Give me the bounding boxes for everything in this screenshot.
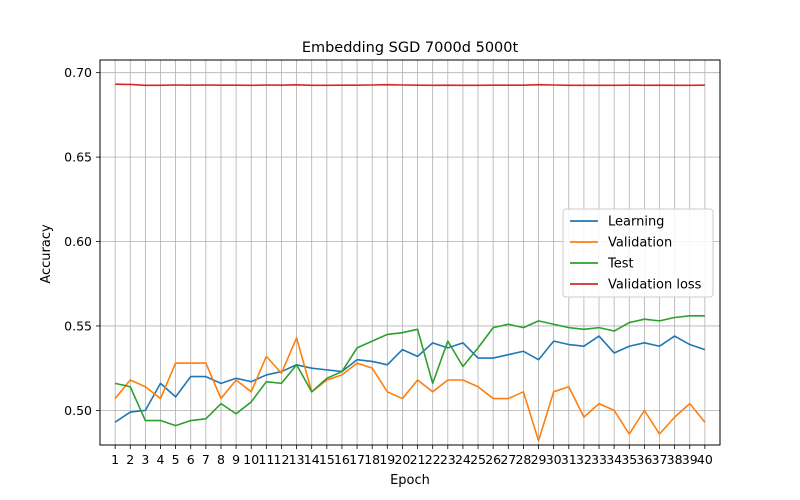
x-axis-ticks: 1 2 3 4 5 6 7 8 9 10 11 12 13 14 15 16 17 18 19 20 21 22 23 24 2… xyxy=(111,445,713,467)
x-tick-label: 32 xyxy=(576,452,592,467)
plot-frame xyxy=(99,59,721,446)
x-tick-label: 10 xyxy=(243,452,259,467)
x-tick-label: 33 xyxy=(591,452,607,467)
x-tick-label: 31 xyxy=(561,452,577,467)
x-tick-label: 16 xyxy=(334,452,350,467)
x-tick-label: 17 xyxy=(349,452,365,467)
x-tick-label: 23 xyxy=(440,452,456,467)
x-tick-label: 22 xyxy=(425,452,441,467)
x-tick-label: 40 xyxy=(697,452,713,467)
x-tick-label: 18 xyxy=(364,452,380,467)
legend: Learning Validation Test Validation loss xyxy=(562,208,714,298)
series-lines xyxy=(114,83,706,442)
x-tick-label: 35 xyxy=(621,452,637,467)
x-tick-label: 26 xyxy=(485,452,501,467)
x-tick-label: 30 xyxy=(546,452,562,467)
x-tick-label: 19 xyxy=(379,452,395,467)
x-tick-label: 34 xyxy=(606,452,622,467)
legend-box xyxy=(562,208,714,298)
x-tick-label: 20 xyxy=(394,452,410,467)
x-tick-label: 36 xyxy=(636,452,652,467)
x-tick-label: 28 xyxy=(515,452,531,467)
x-tick-label: 25 xyxy=(470,452,486,467)
x-tick-label: 38 xyxy=(667,452,683,467)
series-line-test xyxy=(114,315,705,427)
y-tick-label: 0.55 xyxy=(64,318,92,333)
y-tick-label: 0.65 xyxy=(64,150,92,165)
series-line-validation xyxy=(114,336,706,442)
x-tick-label: 1 xyxy=(111,452,119,467)
x-tick-label: 12 xyxy=(274,452,290,467)
x-tick-label: 13 xyxy=(289,452,305,467)
chart-title: Embedding SGD 7000d 5000t xyxy=(302,40,519,56)
y-tick-label: 0.60 xyxy=(64,234,92,249)
x-tick-label: 29 xyxy=(531,452,547,467)
x-tick-label: 3 xyxy=(141,452,149,467)
x-tick-label: 24 xyxy=(455,452,471,467)
series-line-validation-loss xyxy=(115,83,705,87)
x-tick-label: 4 xyxy=(157,452,165,467)
legend-label: Validation loss xyxy=(608,278,702,293)
x-tick-label: 6 xyxy=(187,452,195,467)
x-tick-label: 2 xyxy=(126,452,134,467)
x-tick-label: 27 xyxy=(500,452,516,467)
x-tick-label: 37 xyxy=(652,452,668,467)
x-tick-label: 5 xyxy=(172,452,180,467)
legend-label: Learning xyxy=(608,215,664,230)
x-tick-label: 7 xyxy=(202,452,210,467)
x-tick-label: 14 xyxy=(304,452,320,467)
legend-label: Validation xyxy=(608,236,672,251)
y-tick-label: 0.70 xyxy=(64,65,92,80)
legend-label: Test xyxy=(607,257,634,272)
x-axis-label: Epoch xyxy=(390,473,430,488)
x-tick-label: 8 xyxy=(217,452,225,467)
x-tick-label: 11 xyxy=(258,452,274,467)
x-tick-label: 39 xyxy=(682,452,698,467)
x-tick-label: 21 xyxy=(410,452,426,467)
y-axis-ticks: 0.50 0.55 0.60 0.65 0.70 xyxy=(64,65,100,418)
x-tick-label: 15 xyxy=(319,452,335,467)
y-axis-label: Accuracy xyxy=(39,224,54,284)
x-tick-label: 9 xyxy=(232,452,240,467)
y-tick-label: 0.50 xyxy=(64,403,92,418)
series-line-learning xyxy=(114,335,706,423)
